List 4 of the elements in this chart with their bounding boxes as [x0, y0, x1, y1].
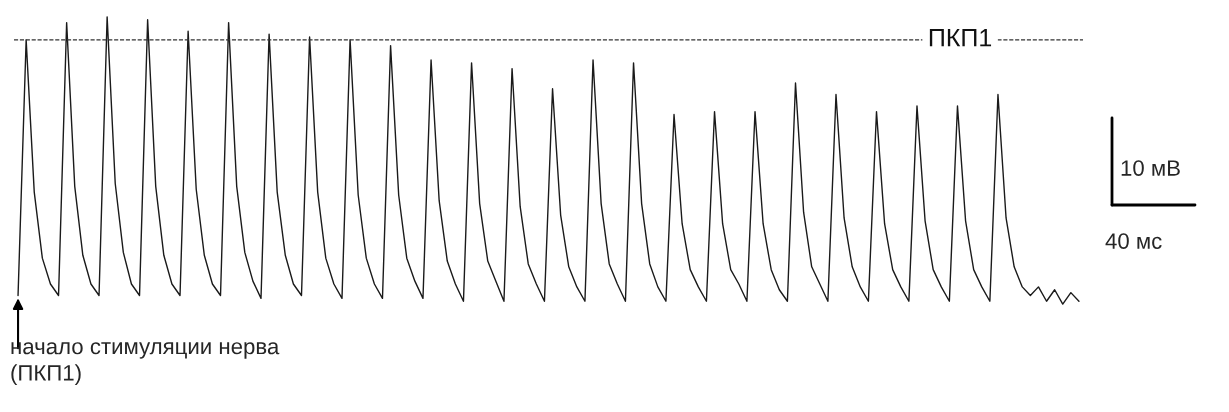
text: 10 мВ [1121, 160, 1180, 176]
text: 40 мс [1105, 233, 1162, 249]
text: начало стимуляции нерва (ПКП1) [11, 342, 280, 386]
ref-line-label: ПКП1 [929, 29, 992, 47]
